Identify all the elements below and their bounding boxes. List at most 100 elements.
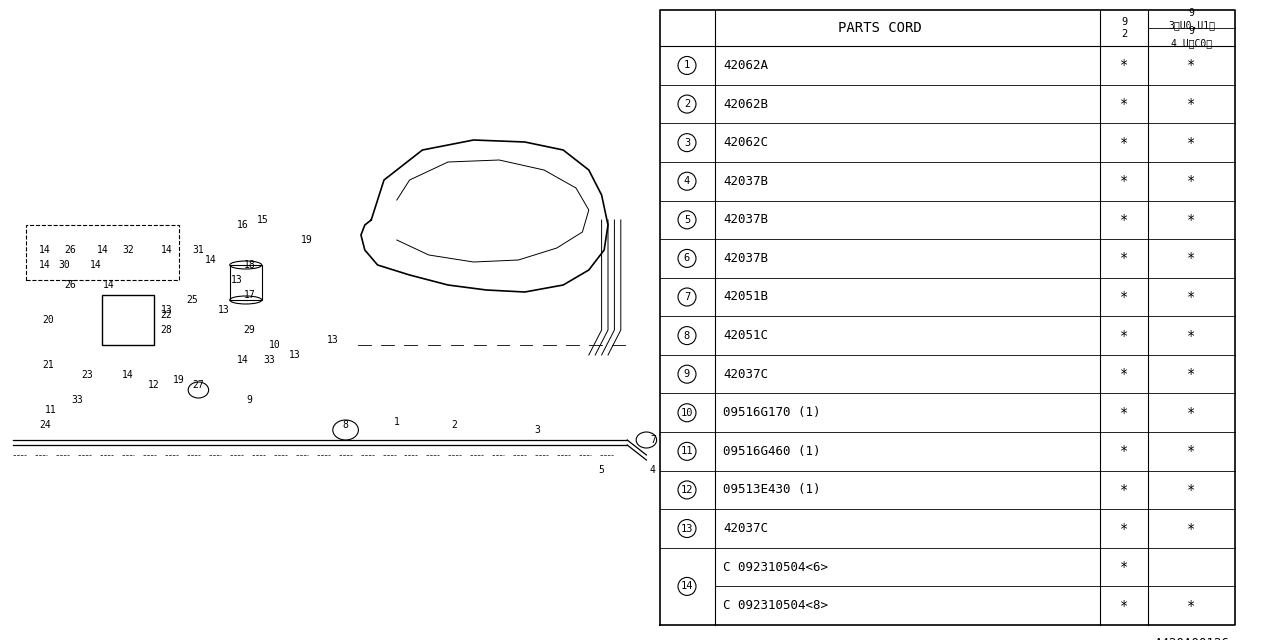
Text: 2: 2 [452, 420, 457, 430]
Text: 9
3〈U0,U1〉: 9 3〈U0,U1〉 [1169, 8, 1215, 30]
Text: 11: 11 [45, 405, 58, 415]
Text: 09513E430 (1): 09513E430 (1) [723, 483, 820, 497]
Text: 5: 5 [599, 465, 604, 475]
Text: 14: 14 [38, 260, 51, 270]
Text: *: * [1120, 367, 1128, 381]
Text: *: * [1120, 58, 1128, 72]
Text: 13: 13 [218, 305, 230, 315]
Text: *: * [1188, 136, 1196, 150]
Text: 20: 20 [42, 315, 55, 325]
Text: *: * [1120, 328, 1128, 342]
Text: 42037C: 42037C [723, 522, 768, 535]
Text: *: * [1188, 598, 1196, 612]
Text: 42051B: 42051B [723, 291, 768, 303]
Text: 15: 15 [256, 215, 269, 225]
Text: 33: 33 [262, 355, 275, 365]
Text: PARTS CORD: PARTS CORD [838, 21, 922, 35]
Text: 10: 10 [269, 340, 282, 350]
Text: 14: 14 [90, 260, 102, 270]
Text: 16: 16 [237, 220, 250, 230]
Text: *: * [1120, 444, 1128, 458]
Text: 13: 13 [288, 350, 301, 360]
Text: *: * [1188, 213, 1196, 227]
Text: 13: 13 [160, 305, 173, 315]
Text: 14: 14 [205, 255, 218, 265]
Text: *: * [1120, 174, 1128, 188]
Text: *: * [1120, 97, 1128, 111]
Bar [230, 265, 262, 300]
Text: 32: 32 [122, 245, 134, 255]
Text: *: * [1120, 483, 1128, 497]
Text: *: * [1188, 174, 1196, 188]
Text: 42037B: 42037B [723, 252, 768, 265]
Text: 11: 11 [681, 446, 694, 456]
Text: *: * [1120, 136, 1128, 150]
Text: 14: 14 [681, 581, 694, 591]
Text: 42037B: 42037B [723, 175, 768, 188]
Text: 28: 28 [160, 325, 173, 335]
Text: 14: 14 [122, 370, 134, 380]
Text: 31: 31 [192, 245, 205, 255]
Text: 8: 8 [684, 331, 690, 340]
Text: 8: 8 [343, 420, 348, 430]
Text: 17: 17 [243, 290, 256, 300]
Text: *: * [1120, 406, 1128, 420]
Text: *: * [1120, 522, 1128, 536]
Text: A420A00126: A420A00126 [1155, 637, 1230, 640]
Text: *: * [1120, 290, 1128, 304]
Text: 09516G170 (1): 09516G170 (1) [723, 406, 820, 419]
Text: 33: 33 [70, 395, 83, 405]
Text: *: * [1120, 560, 1128, 574]
Text: *: * [1120, 252, 1128, 266]
Text: 27: 27 [192, 380, 205, 390]
Text: 5: 5 [684, 215, 690, 225]
Text: 10: 10 [681, 408, 694, 418]
Text: 13: 13 [230, 275, 243, 285]
Text: 4: 4 [684, 176, 690, 186]
Text: 14: 14 [96, 245, 109, 255]
Text: 14: 14 [237, 355, 250, 365]
Text: 22: 22 [160, 310, 173, 320]
Text: *: * [1188, 328, 1196, 342]
Text: 2: 2 [684, 99, 690, 109]
Text: 1: 1 [684, 60, 690, 70]
Text: *: * [1188, 444, 1196, 458]
Text: *: * [1188, 483, 1196, 497]
Text: 9: 9 [684, 369, 690, 379]
Text: 9
4 U〈C0〉: 9 4 U〈C0〉 [1171, 26, 1212, 48]
Text: 12: 12 [147, 380, 160, 390]
Text: 18: 18 [243, 260, 256, 270]
Text: *: * [1188, 367, 1196, 381]
Bar [26, 225, 179, 280]
Text: *: * [1188, 522, 1196, 536]
Text: 1: 1 [394, 417, 399, 427]
Text: 21: 21 [42, 360, 55, 370]
Text: 19: 19 [301, 235, 314, 245]
Text: 13: 13 [326, 335, 339, 345]
Text: 42037B: 42037B [723, 213, 768, 227]
Text: 42062C: 42062C [723, 136, 768, 149]
Text: *: * [1120, 598, 1128, 612]
Text: 30: 30 [58, 260, 70, 270]
Bar [102, 295, 154, 345]
Text: 23: 23 [81, 370, 93, 380]
Text: *: * [1188, 252, 1196, 266]
Text: C 092310504<8>: C 092310504<8> [723, 599, 828, 612]
Text: 6: 6 [684, 253, 690, 264]
Text: 7: 7 [650, 435, 655, 445]
Text: 25: 25 [186, 295, 198, 305]
Text: 09516G460 (1): 09516G460 (1) [723, 445, 820, 458]
Text: 29: 29 [243, 325, 256, 335]
Text: 42062B: 42062B [723, 97, 768, 111]
Text: 42037C: 42037C [723, 367, 768, 381]
Text: C 092310504<6>: C 092310504<6> [723, 561, 828, 573]
Text: 26: 26 [64, 245, 77, 255]
Text: 3: 3 [535, 425, 540, 435]
Text: 24: 24 [38, 420, 51, 430]
Text: 4: 4 [650, 465, 655, 475]
Text: *: * [1188, 406, 1196, 420]
Text: 9
2: 9 2 [1121, 17, 1128, 39]
Text: *: * [1188, 58, 1196, 72]
Text: 14: 14 [38, 245, 51, 255]
Text: 14: 14 [102, 280, 115, 290]
